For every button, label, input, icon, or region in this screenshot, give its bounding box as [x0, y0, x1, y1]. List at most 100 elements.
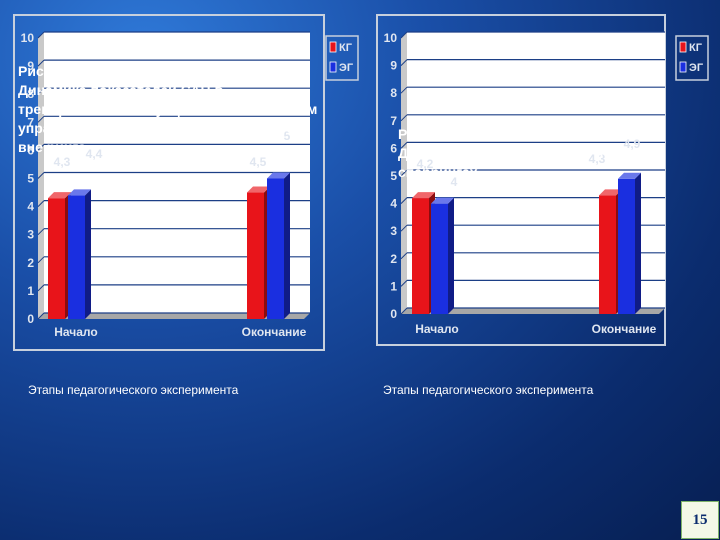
bar-top: [599, 189, 622, 196]
chart-2-y-tick-label: 10: [384, 31, 398, 45]
chart-2-bar-eg-1: [431, 197, 454, 314]
bar-side: [85, 189, 91, 319]
legend-swatch-kg: [329, 41, 337, 53]
chart-1-bar-kg-2: [247, 186, 270, 319]
chart-1-y-tick-label: 0: [27, 312, 34, 326]
chart-1-legend: КГ ЭГ: [325, 35, 359, 81]
chart-2-gridline-side: [400, 59, 408, 66]
bar-top: [68, 189, 91, 196]
legend-swatch-eg: [329, 61, 337, 73]
chart-1-gridline-side: [37, 256, 45, 264]
chart-2-y-tick-label: 1: [390, 279, 397, 293]
chart-1-data-label: 4,5: [250, 155, 267, 169]
bar-front: [599, 195, 616, 314]
bar-front: [267, 178, 284, 319]
chart-1-y-tick-label: 2: [27, 256, 34, 270]
chart-2-gridline-side: [400, 31, 408, 39]
chart-2-gridline-side: [400, 307, 408, 315]
chart-2-data-label: 4: [451, 175, 458, 189]
legend-label-kg: КГ: [339, 42, 353, 54]
bar-front: [247, 192, 264, 319]
chart-1-y-tick-label: 7: [27, 115, 34, 129]
chart-2-y-tick-label: 8: [390, 86, 397, 100]
chart-1-y-tick-label: 3: [27, 228, 34, 242]
chart-2: 0 1 2 3 4 5 6 7 8 9 10 Начало Окончание 4,2 4 4,3 4,9 КГ Э…: [376, 14, 709, 346]
chart-1-x-axis-title: Этапы педагогического эксперимента: [28, 383, 239, 397]
chart-1-y-tick-label: 1: [27, 284, 34, 298]
chart-1-category-label: Начало: [54, 325, 97, 339]
legend-box: [325, 35, 359, 81]
chart-1-y-tick-label: 6: [27, 143, 34, 157]
chart-2-y-tick-label: 0: [390, 307, 397, 321]
chart-2-legend: КГ ЭГ: [675, 35, 709, 81]
chart-2-gridline-side: [400, 197, 408, 204]
chart-1-y-tick-label: 5: [27, 172, 34, 186]
bar-front: [48, 198, 65, 319]
chart-2-y-tick-label: 4: [390, 197, 397, 211]
bar-front: [618, 178, 635, 314]
chart-1-y-tick-label: 4: [27, 200, 34, 214]
chart-2-gridline-side: [400, 169, 408, 177]
chart-2-data-label: 4,9: [624, 137, 641, 151]
chart-1-frame: [13, 14, 325, 351]
chart-1-y-tick-label: 10: [21, 31, 35, 45]
chart-1-data-label: 5: [284, 129, 291, 143]
bar-top: [267, 172, 290, 179]
chart-1-category-label: Окончание: [242, 325, 307, 339]
chart-1-gridline-side: [37, 200, 45, 207]
chart-1-gridline-side: [37, 144, 45, 151]
chart-2-y-tick-label: 5: [390, 169, 397, 183]
bar-top: [618, 172, 641, 179]
chart-2-data-label: 4,2: [417, 157, 434, 171]
chart-1-gridline-side: [37, 87, 45, 95]
chart-2-y-tick-label: 3: [390, 224, 397, 238]
bar-top: [48, 192, 71, 199]
bar-front: [431, 203, 448, 314]
legend-box: [675, 35, 709, 81]
chart-1-gridline-side: [37, 228, 45, 236]
bar-side: [284, 172, 290, 319]
chart-2-x-axis-title: Этапы педагогического эксперимента: [383, 383, 594, 397]
chart-1-caption: Рис. 5 Динамика показателей САН в тренир…: [18, 63, 318, 155]
chart-1: 0 1 2 3 4 5 6 7 8 9 10 Начало Окончание 4,3 4,4 4,5 5 КГ Э…: [13, 14, 359, 351]
bar-top: [412, 192, 435, 199]
chart-2-category-label: Окончание: [592, 322, 657, 336]
chart-2-gridline-side: [400, 224, 408, 232]
legend-label-kg: КГ: [689, 42, 703, 54]
chart-2-gridline-side: [400, 142, 408, 149]
chart-2-gridline-side: [400, 86, 408, 94]
bar-side: [635, 172, 641, 314]
chart-2-y-tick-label: 7: [390, 114, 397, 128]
chart-2-gridline-side: [400, 252, 408, 260]
chart-2-bar-eg-2: [618, 172, 641, 314]
bar-top: [431, 197, 454, 204]
chart-1-floor: [38, 313, 310, 319]
chart-1-data-label: 4,3: [54, 155, 71, 169]
bar-top: [247, 186, 270, 193]
chart-1-bar-kg-1: [48, 192, 71, 319]
chart-1-y-tick-label: 9: [27, 59, 34, 73]
chart-2-category-label: Начало: [415, 322, 458, 336]
chart-1-bar-eg-2: [267, 172, 290, 319]
legend-swatch-eg: [679, 61, 687, 73]
chart-1-data-label: 4,4: [86, 147, 103, 161]
chart-1-gridline-side: [37, 312, 45, 320]
chart-2-caption: Рис. 6 Динамика показателей САН в спарри…: [398, 126, 604, 180]
bar-front: [412, 198, 429, 314]
chart-1-y-tick-label: 8: [27, 87, 34, 101]
page-number: 15: [681, 501, 719, 539]
chart-2-y-tick-label: 9: [390, 59, 397, 73]
bar-side: [448, 197, 454, 314]
chart-2-data-label: 4,3: [589, 152, 606, 166]
chart-1-gridline-side: [37, 115, 45, 123]
chart-2-y-tick-label: 6: [390, 141, 397, 155]
legend-label-eg: ЭГ: [339, 62, 354, 74]
chart-2-y-tick-label: 2: [390, 252, 397, 266]
bar-front: [68, 195, 85, 319]
chart-1-gridline-side: [37, 172, 45, 179]
chart-2-gridline-side: [400, 280, 408, 287]
chart-1-gridline-side: [37, 31, 45, 39]
legend-label-eg: ЭГ: [689, 62, 704, 74]
chart-1-bar-eg-1: [68, 189, 91, 319]
